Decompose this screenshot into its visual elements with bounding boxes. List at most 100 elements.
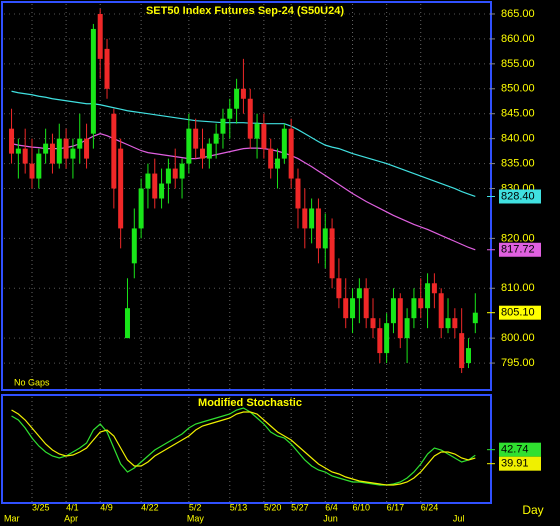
candle-body	[138, 188, 144, 229]
y-tick-label: 800.00	[501, 332, 535, 344]
candle-body	[104, 48, 110, 89]
candle-body	[56, 138, 62, 164]
candle-body	[63, 138, 69, 159]
candle-body	[247, 98, 253, 139]
candle-body	[275, 158, 281, 169]
stochastic-title: Modified Stochastic	[198, 397, 302, 409]
x-tick-label: 6/24	[421, 502, 439, 512]
stochastic-panel	[1, 394, 492, 504]
y-tick-label: 820.00	[501, 232, 535, 244]
moving-average	[11, 133, 476, 251]
candle-body	[240, 88, 246, 99]
value-tag-label: 817.72	[501, 244, 535, 256]
candle-body	[404, 318, 410, 339]
x-tick-label: 6/4	[325, 502, 338, 512]
chart-title: SET50 Index Futures Sep-24 (S50U24)	[146, 5, 344, 17]
candle-body	[384, 323, 390, 354]
candle-body	[431, 283, 437, 294]
candle-body	[336, 278, 342, 299]
candle-body	[370, 318, 376, 329]
x-tick-label: 6/17	[387, 502, 405, 512]
candle-body	[363, 288, 369, 319]
x-tick-label: 4/1	[66, 502, 79, 512]
x-tick-label: 3/25	[32, 502, 50, 512]
candle-body	[15, 148, 21, 154]
candle-body	[43, 143, 49, 154]
y-tick-label: 845.00	[501, 108, 535, 120]
price-panel	[1, 1, 492, 391]
month-label: May	[187, 513, 205, 523]
candle-body	[29, 163, 35, 179]
value-tag	[499, 442, 541, 457]
candle-body	[288, 128, 294, 179]
candle-body	[390, 298, 396, 324]
candle-body	[90, 28, 96, 134]
candle-body	[220, 118, 226, 134]
y-tick-label: 865.00	[501, 8, 535, 20]
candle-body	[315, 208, 321, 249]
candle-body	[322, 228, 328, 249]
candle-body	[206, 143, 212, 159]
candle-body	[397, 298, 403, 339]
y-tick-label: 860.00	[501, 33, 535, 45]
candle-body	[131, 228, 137, 264]
candle-body	[200, 148, 205, 159]
value-tag-label: 39.91	[501, 458, 529, 470]
value-tag	[499, 456, 541, 471]
candle-body	[472, 312, 478, 324]
candle-body	[268, 148, 274, 169]
y-tick-label: 855.00	[501, 58, 535, 70]
candle-body	[445, 318, 451, 329]
candle-body	[22, 148, 28, 164]
candle-body	[213, 133, 219, 144]
candle-body	[165, 168, 171, 184]
candle-body	[350, 298, 356, 319]
annotation: No Gaps	[14, 377, 50, 387]
value-tag-label: 828.40	[501, 190, 535, 202]
candle-body	[111, 113, 117, 189]
candle-body	[193, 128, 199, 149]
candle-body	[425, 283, 431, 309]
candle-body	[459, 333, 465, 369]
candle-body	[70, 148, 76, 159]
candle-body	[254, 123, 260, 139]
candle-body	[84, 138, 90, 159]
candle-body	[97, 13, 103, 59]
moving-average	[11, 90, 476, 198]
candle-body	[172, 168, 178, 179]
x-tick-label: 5/2	[189, 502, 202, 512]
candle-body	[152, 173, 158, 199]
y-tick-label: 835.00	[501, 157, 535, 169]
y-tick-label: 810.00	[501, 282, 535, 294]
month-label: Apr	[64, 513, 78, 523]
candle-body	[295, 178, 301, 209]
month-label: Mar	[4, 513, 20, 523]
candle-body	[343, 298, 349, 319]
month-label: Jun	[323, 513, 338, 523]
y-tick-label: 840.00	[501, 133, 535, 145]
candle-body	[302, 208, 308, 229]
month-label: Jul	[453, 513, 465, 523]
candle-body	[377, 328, 383, 354]
candle-body	[234, 88, 240, 109]
candle-body	[118, 148, 124, 229]
candle-body	[9, 128, 15, 154]
candle-body	[411, 298, 417, 319]
candle-body	[186, 128, 192, 164]
candle-body	[145, 173, 151, 189]
candle-body	[77, 138, 83, 149]
y-tick-label: 850.00	[501, 83, 535, 95]
candle-body	[329, 228, 335, 279]
value-tag-label: 42.74	[501, 444, 529, 456]
candle-body	[438, 293, 444, 329]
y-tick-label: 795.00	[501, 357, 535, 369]
x-tick-label: 4/9	[100, 502, 113, 512]
candle-body	[159, 183, 165, 199]
x-tick-label: 5/13	[230, 502, 248, 512]
candle-body	[309, 208, 315, 229]
candle-body	[36, 153, 42, 179]
value-tag	[499, 189, 541, 204]
candle-body	[49, 143, 55, 164]
value-tag	[499, 242, 541, 257]
